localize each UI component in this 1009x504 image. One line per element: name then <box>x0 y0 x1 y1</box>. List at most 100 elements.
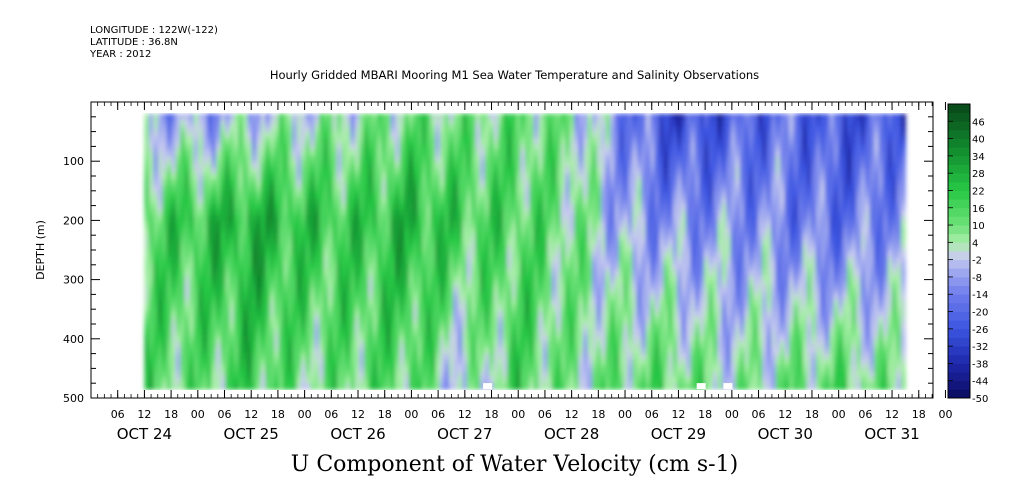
heatmap-cell <box>412 131 419 139</box>
heatmap-cell <box>578 257 584 265</box>
heatmap-cell <box>574 305 580 312</box>
heatmap-cell <box>618 119 624 127</box>
heatmap-cell <box>408 155 414 163</box>
heatmap-cell <box>466 191 472 199</box>
heatmap-cell <box>157 203 163 211</box>
heatmap-cell <box>332 305 338 312</box>
heatmap-cell <box>211 179 217 187</box>
heatmap-cell <box>605 341 611 348</box>
heatmap-cell <box>493 131 499 139</box>
heatmap-cell <box>520 323 526 330</box>
heatmap-cell <box>207 365 213 372</box>
heatmap-cell <box>381 179 387 187</box>
heatmap-cell <box>207 377 213 384</box>
heatmap-cell <box>480 209 486 217</box>
heatmap-cell <box>148 347 154 354</box>
heatmap-cell <box>605 275 611 282</box>
heatmap-cell <box>207 293 213 300</box>
heatmap-cell <box>251 263 257 271</box>
heatmap-cell <box>256 215 262 223</box>
heatmap-cell <box>466 293 472 300</box>
heatmap-cell <box>287 293 293 300</box>
heatmap-cell <box>283 221 289 229</box>
heatmap-cell <box>314 383 320 390</box>
heatmap-cell <box>269 149 275 157</box>
heatmap-cell <box>551 269 557 277</box>
heatmap-cell <box>216 227 222 235</box>
heatmap-cell <box>368 209 374 217</box>
heatmap-cell <box>157 299 163 306</box>
heatmap-cell <box>457 353 463 360</box>
heatmap-cell <box>202 155 208 163</box>
heatmap-cell <box>529 185 535 193</box>
heatmap-cell <box>484 257 490 265</box>
heatmap-cell <box>278 167 284 175</box>
heatmap-cell <box>439 317 445 324</box>
heatmap-cell <box>587 137 593 145</box>
heatmap-cell <box>341 293 347 300</box>
heatmap-cell <box>457 239 463 247</box>
heatmap-cell <box>157 287 163 294</box>
heatmap-cell <box>444 377 450 384</box>
heatmap-cell <box>578 131 584 139</box>
heatmap-cell <box>502 125 508 133</box>
heatmap-cell <box>533 143 539 151</box>
heatmap-cell <box>224 119 231 127</box>
heatmap-cell <box>184 377 190 384</box>
heatmap-cell <box>341 251 347 259</box>
heatmap-cell <box>166 197 172 205</box>
heatmap-cell <box>238 161 244 169</box>
heatmap-cell <box>377 281 383 288</box>
heatmap-cell <box>247 245 253 253</box>
heatmap-cell <box>386 131 392 139</box>
heatmap-cell <box>623 167 629 175</box>
heatmap-cell <box>462 119 468 127</box>
heatmap-cell <box>614 377 620 384</box>
heatmap-cell <box>386 323 392 330</box>
heatmap-cell <box>256 197 262 205</box>
heatmap-cell <box>538 311 544 318</box>
heatmap-cell <box>493 161 499 169</box>
heatmap-cell <box>453 227 459 235</box>
heatmap-cell <box>574 275 580 282</box>
heatmap-cell <box>569 185 575 193</box>
heatmap-cell <box>502 209 508 217</box>
heatmap-cell <box>560 221 566 229</box>
heatmap-cell <box>480 155 486 163</box>
heatmap-cell <box>224 335 231 342</box>
heatmap-cell <box>601 191 607 199</box>
heatmap-cell <box>435 191 441 199</box>
heatmap-cell <box>224 287 231 294</box>
heatmap-cell <box>238 209 244 217</box>
heatmap-cell <box>551 125 557 133</box>
heatmap-cell <box>444 335 450 342</box>
heatmap-cell <box>556 353 562 360</box>
heatmap-cell <box>386 299 392 306</box>
heatmap-cell <box>511 305 517 312</box>
heatmap-cell <box>538 155 544 163</box>
heatmap-cell <box>305 227 311 235</box>
heatmap-cell <box>175 191 181 199</box>
heatmap-cell <box>547 371 553 378</box>
heatmap-cell <box>233 209 240 217</box>
heatmap-cell <box>310 239 316 247</box>
heatmap-cell <box>408 299 414 306</box>
heatmap-cell <box>547 131 553 139</box>
heatmap-cell <box>175 317 181 324</box>
heatmap-cell <box>269 287 275 294</box>
heatmap-cell <box>350 365 356 372</box>
heatmap-cell <box>605 161 611 169</box>
heatmap-cell <box>493 293 499 300</box>
heatmap-cell <box>166 161 172 169</box>
heatmap-cell <box>265 221 271 229</box>
heatmap-cell <box>421 113 428 121</box>
heatmap-cell <box>211 215 217 223</box>
heatmap-cell <box>390 113 396 121</box>
heatmap-cell <box>542 161 548 169</box>
heatmap-cell <box>587 179 593 187</box>
heatmap-cell <box>404 209 410 217</box>
heatmap-cell <box>560 347 566 354</box>
heatmap-cell <box>511 221 517 229</box>
heatmap-cell <box>471 251 477 259</box>
heatmap-cell <box>417 269 423 277</box>
